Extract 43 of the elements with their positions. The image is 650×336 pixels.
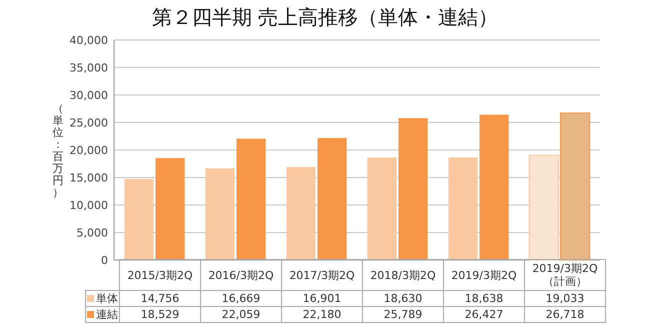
bar xyxy=(528,154,559,260)
y-tick-label: 40,000 xyxy=(70,34,108,47)
x-tick-label: 2015/3期2Q xyxy=(120,260,200,290)
bar xyxy=(448,157,478,260)
y-tick-label: 15,000 xyxy=(70,172,108,184)
y-tick-label: 30,000 xyxy=(70,89,108,102)
data-label: 26,427 xyxy=(444,306,524,322)
bar xyxy=(318,138,347,260)
bar xyxy=(236,138,266,260)
y-tick-label: 0 xyxy=(101,254,108,267)
data-label: 14,756 xyxy=(120,290,200,306)
data-label: 16,669 xyxy=(200,290,282,306)
data-label: 18,630 xyxy=(362,290,444,306)
bar xyxy=(480,114,509,260)
data-label: 25,789 xyxy=(362,306,444,322)
bar xyxy=(156,158,185,260)
y-tick-label: 10,000 xyxy=(70,199,108,212)
data-label: 19,033 xyxy=(524,290,606,306)
bar xyxy=(124,178,154,260)
data-label: 22,180 xyxy=(282,306,362,322)
x-tick-label: 2019/3期2Q xyxy=(444,260,524,290)
data-label: 18,638 xyxy=(444,290,524,306)
x-tick-label: 2019/3期2Q（計画） xyxy=(524,260,606,290)
x-tick-label: 2018/3期2Q xyxy=(362,260,444,290)
y-tick-label: 20,000 xyxy=(70,144,108,157)
chart-title: 第２四半期 売上高推移（単体・連結） xyxy=(152,5,498,29)
legend-label: 単体 xyxy=(86,290,120,306)
legend-label: 連結 xyxy=(86,306,120,322)
y-tick-label: 35,000 xyxy=(70,62,108,74)
y-tick-label: 25,000 xyxy=(70,116,108,130)
data-label: 16,901 xyxy=(282,290,362,306)
data-label: 22,059 xyxy=(200,306,282,322)
bar xyxy=(398,118,428,260)
bar xyxy=(286,167,316,260)
y-axis-title: （単位：百万円） xyxy=(52,102,64,199)
x-tick-label: 2017/3期2Q xyxy=(282,260,362,290)
bar xyxy=(560,112,590,260)
x-tick-label: 2016/3期2Q xyxy=(200,260,282,290)
data-label: 18,529 xyxy=(120,306,200,322)
bar xyxy=(205,168,234,260)
bar xyxy=(367,158,396,260)
y-tick-label: 5,000 xyxy=(76,226,108,240)
data-label: 26,718 xyxy=(524,306,606,322)
